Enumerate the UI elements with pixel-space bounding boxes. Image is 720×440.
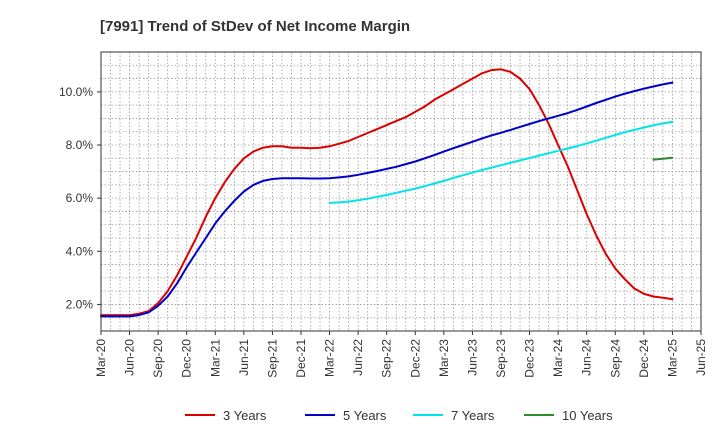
series-line-7-years [328, 120, 674, 204]
legend-label-10-years: 10 Years [562, 408, 613, 423]
x-tick-label: Dec-20 [180, 339, 194, 378]
y-tick-label: 10.0% [59, 85, 93, 99]
series-line-3-years [100, 68, 674, 317]
y-tick-label: 8.0% [66, 138, 94, 152]
legend-label-5-years: 5 Years [343, 408, 387, 423]
x-tick-label: Mar-21 [208, 339, 222, 377]
x-tick-label: Mar-22 [323, 339, 337, 377]
x-tick-label: Mar-20 [94, 339, 108, 377]
x-tick-label: Sep-24 [608, 339, 622, 378]
legend: 3 Years 5 Years 7 Years 10 Years [185, 408, 613, 423]
x-tick-label: Mar-24 [551, 339, 565, 377]
x-tick-label: Dec-21 [294, 339, 308, 378]
x-tick-label: Sep-23 [494, 339, 508, 378]
x-tick-label: Dec-24 [637, 339, 651, 378]
x-tick-label: Jun-22 [351, 339, 365, 376]
x-tick-label: Jun-21 [237, 339, 251, 376]
series-layer [100, 68, 674, 318]
x-tick-label: Sep-20 [151, 339, 165, 378]
series-line-10-years [652, 156, 674, 161]
x-tick-label: Mar-25 [665, 339, 679, 377]
y-tick-label: 4.0% [66, 244, 94, 258]
x-tick-label: Sep-22 [380, 339, 394, 378]
x-tick-label: Jun-20 [123, 339, 137, 376]
series-line-5-years [100, 81, 674, 318]
x-tick-label: Dec-23 [523, 339, 537, 378]
x-tick-label: Jun-25 [694, 339, 708, 376]
x-tick-label: Mar-23 [437, 339, 451, 377]
y-tick-label: 6.0% [66, 191, 94, 205]
grid [101, 52, 701, 331]
x-tick-label: Sep-21 [265, 339, 279, 378]
legend-label-7-years: 7 Years [451, 408, 495, 423]
y-axis: 2.0% 4.0% 6.0% 8.0% 10.0% [59, 85, 101, 311]
y-tick-label: 2.0% [66, 297, 94, 311]
legend-label-3-years: 3 Years [223, 408, 267, 423]
plot-frame [100, 51, 702, 332]
chart-title: [7991] Trend of StDev of Net Income Marg… [100, 18, 410, 35]
x-axis: Mar-20 Jun-20 Sep-20 Dec-20 Mar-21 Jun-21 Sep-… [94, 331, 708, 378]
x-tick-label: Jun-24 [580, 339, 594, 376]
x-tick-label: Dec-22 [408, 339, 422, 378]
x-tick-label: Jun-23 [465, 339, 479, 376]
